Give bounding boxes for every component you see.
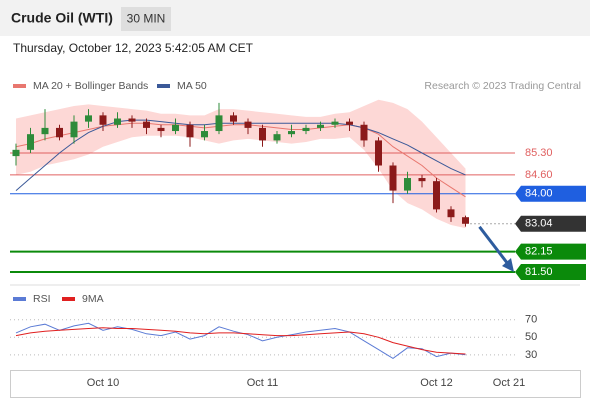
- interval: 30 MIN: [127, 12, 166, 26]
- level-label: 82.15: [525, 246, 553, 258]
- candle-body: [27, 134, 34, 150]
- candle-body: [41, 127, 49, 135]
- candle-body: [143, 121, 150, 128]
- legend-label: 9MA: [82, 293, 104, 305]
- x-axis-box: [10, 370, 581, 398]
- forecast-arrowhead: [502, 258, 514, 273]
- level-badge: [515, 185, 586, 202]
- rsi-line: [15, 327, 466, 355]
- title: Crude Oil (WTI): [11, 10, 113, 26]
- candle-body: [157, 127, 165, 132]
- x-tick-label: Oct 10: [87, 377, 119, 389]
- level-badge: [515, 243, 586, 260]
- forecast-arrow: [478, 225, 510, 265]
- level-label: 85.30: [525, 147, 553, 159]
- candle-body: [433, 181, 440, 210]
- timestamp: Thursday, October 12, 2023 5:42:05 AM CE…: [13, 41, 254, 55]
- candle-body: [375, 140, 382, 166]
- y-tick-label: 30: [525, 349, 537, 361]
- candle-body: [447, 209, 455, 218]
- level-label: 81.50: [525, 266, 553, 278]
- y-tick-label: 70: [525, 314, 537, 326]
- candle-body: [99, 115, 107, 125]
- candle-body: [186, 124, 194, 138]
- candle-body: [462, 217, 469, 224]
- ma-line: [15, 119, 466, 191]
- candle-body: [244, 121, 252, 128]
- candle-body: [288, 131, 295, 135]
- candle-body: [259, 127, 266, 141]
- level-badge: [515, 264, 586, 281]
- level-label: 83.04: [525, 218, 553, 230]
- candle-body: [201, 131, 208, 138]
- legend-label: MA 20 + Bollinger Bands: [33, 80, 148, 92]
- candle-body: [302, 127, 310, 132]
- interval-badge: [121, 7, 171, 31]
- x-tick-label: Oct 21: [493, 377, 525, 389]
- candle-body: [346, 121, 353, 125]
- candle-body: [172, 124, 179, 132]
- candle-body: [12, 149, 20, 157]
- candle-body: [56, 127, 63, 138]
- ma-line: [15, 122, 466, 198]
- candle-body: [360, 124, 368, 141]
- candle-body: [85, 115, 92, 122]
- candle-body: [418, 178, 426, 182]
- candle-body: [317, 124, 324, 128]
- candle-body: [70, 121, 78, 138]
- candle-body: [230, 115, 237, 122]
- level-label: 84.60: [525, 169, 553, 181]
- level-label: 84.00: [525, 188, 553, 200]
- candle-body: [331, 121, 339, 125]
- level-badge: [515, 215, 586, 232]
- x-tick-label: Oct 11: [247, 377, 279, 389]
- candle-body: [389, 165, 397, 191]
- bollinger-band: [16, 99, 466, 229]
- candle-body: [273, 134, 281, 141]
- legend-label: RSI: [33, 293, 51, 305]
- x-tick-label: Oct 12: [420, 377, 452, 389]
- credit: Research © 2023 Trading Central: [424, 80, 581, 92]
- candle-body: [128, 118, 136, 122]
- legend-label: MA 50: [177, 80, 207, 92]
- candle-body: [404, 178, 411, 191]
- candle-body: [215, 115, 223, 132]
- candle-body: [114, 118, 121, 125]
- header-bar: [0, 0, 590, 36]
- y-tick-label: 50: [525, 331, 537, 343]
